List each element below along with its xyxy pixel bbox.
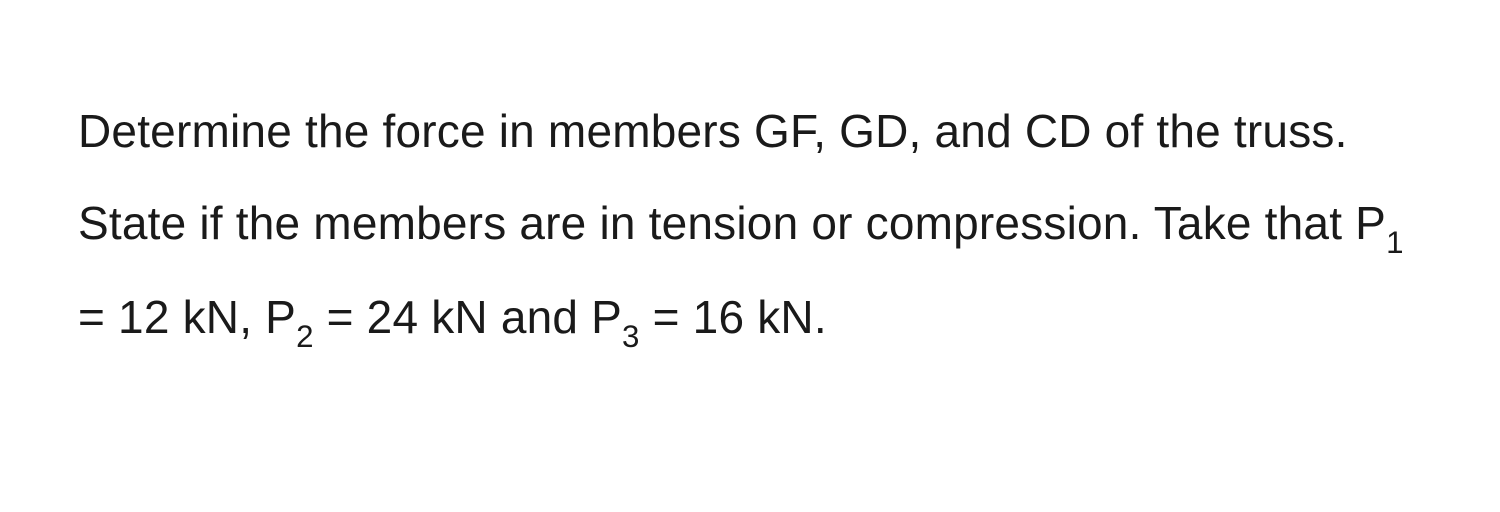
text-segment-4: = 16 kN.: [640, 291, 827, 343]
subscript-1: 1: [1386, 225, 1404, 260]
text-segment-3: = 24 kN and P: [314, 291, 622, 343]
text-segment-2: = 12 kN, P: [78, 291, 296, 343]
problem-statement: Determine the force in members GF, GD, a…: [78, 85, 1420, 365]
text-segment-1: Determine the force in members GF, GD, a…: [78, 105, 1386, 249]
subscript-3: 3: [622, 319, 640, 354]
subscript-2: 2: [296, 319, 314, 354]
